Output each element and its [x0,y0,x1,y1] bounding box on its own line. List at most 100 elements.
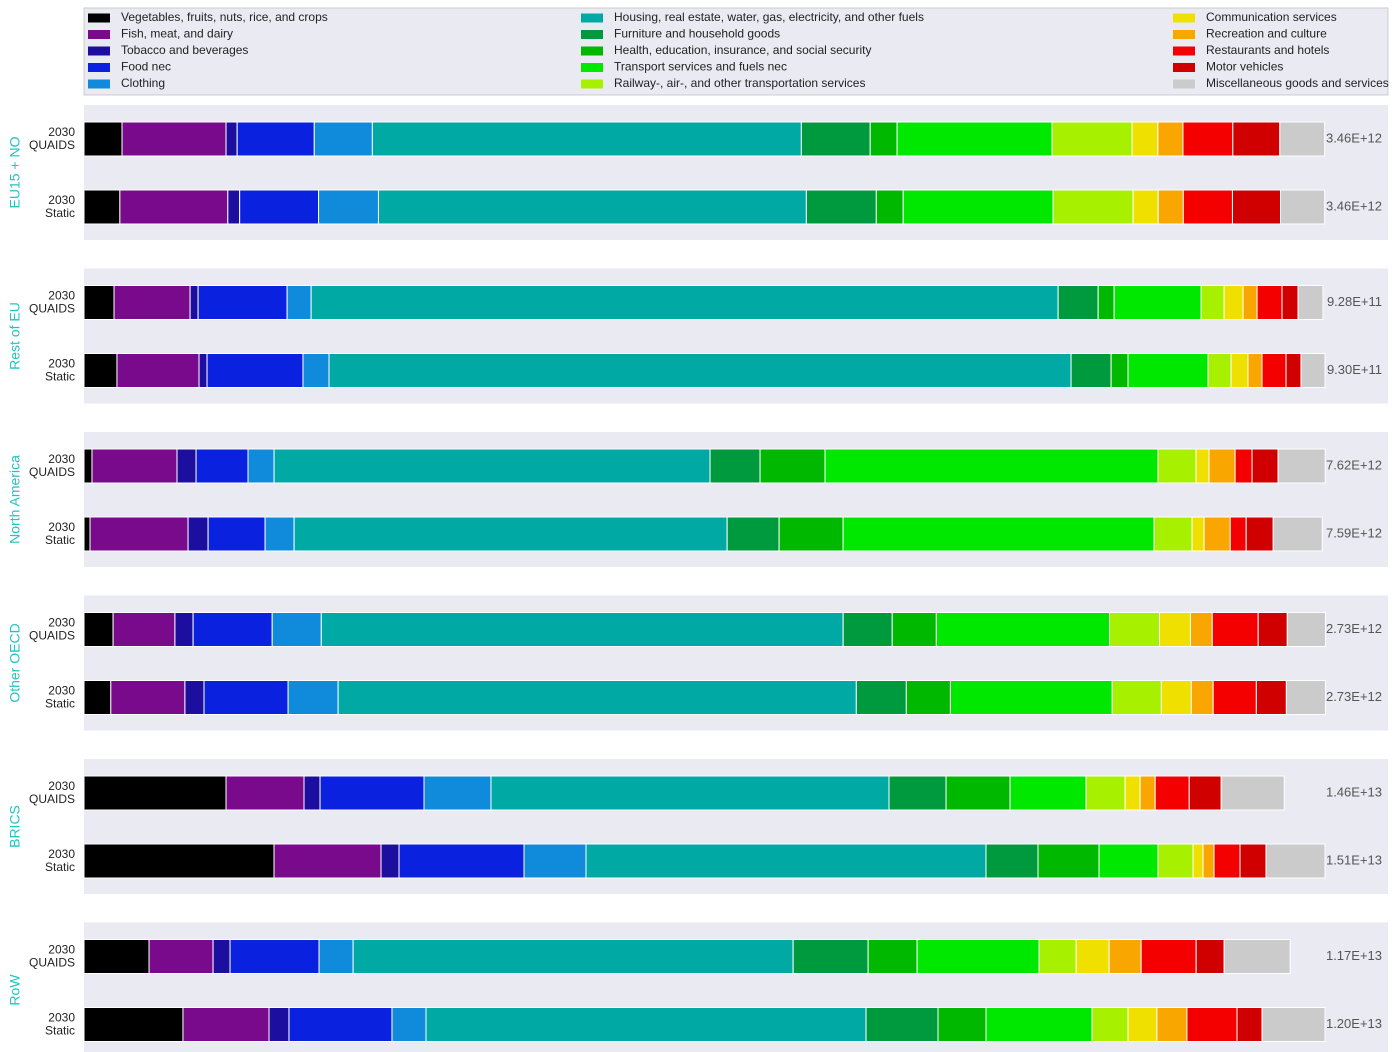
bar-segment [286,285,312,320]
legend-label: Fish, meat, and dairy [121,27,233,41]
bar-segment [1098,843,1159,879]
bar-segment [83,448,93,484]
bar-segment [184,680,205,715]
bar-segment [1132,189,1159,225]
bar-segment [293,516,728,552]
bar-segment [945,775,1011,811]
bar-year: 2030 [48,847,75,861]
bar-segment [229,939,320,974]
bar-segment [83,680,112,715]
bar-segment [1182,121,1234,157]
bar-year: 2030 [48,357,75,371]
bar-segment [206,353,304,388]
bar-segment [380,843,400,879]
legend-swatch [581,30,603,39]
bar-year: 2030 [48,779,75,793]
bar-segment [83,353,118,388]
bar-segment [320,612,844,647]
bar-segment [239,189,320,225]
bar-scenario: Static [45,533,75,547]
bar-segment [271,612,322,647]
bar-scenario: Static [45,1024,75,1038]
bar-segment [1070,353,1112,388]
bar-segment [302,353,330,388]
legend-label: Restaurants and hotels [1206,43,1329,57]
bar-segment [1052,189,1134,225]
bar-segment [377,189,807,225]
bar-year: 2030 [48,943,75,957]
bar-segment [83,843,275,879]
bar-segment [83,516,91,552]
bar-segment [1236,1007,1263,1042]
bar-segment [1140,939,1197,974]
bar-segment [1200,285,1225,320]
total-label: 1.20E+13 [1326,1016,1382,1031]
bar-segment [83,612,114,647]
total-label: 1.46E+13 [1326,784,1382,799]
bar-segment [1223,285,1244,320]
bar-segment [174,612,194,647]
bar-segment [1109,612,1161,647]
bar-scenario: QUAIDS [29,956,75,970]
legend-label: Miscellaneous goods and services [1206,76,1389,90]
bar-segment [91,448,178,484]
total-label: 7.62E+12 [1326,457,1382,472]
group-label: RoW [7,974,23,1006]
bar-segment [119,189,229,225]
bar-segment [1192,843,1204,879]
bar-segment [778,516,844,552]
total-label: 9.28E+11 [1327,294,1382,309]
bar-segment [1097,285,1115,320]
bar-segment [148,939,214,974]
legend-swatch [88,63,110,72]
bar-segment [1285,680,1326,715]
bar-segment [875,189,904,225]
legend-swatch [581,63,603,72]
bar-year: 2030 [48,193,75,207]
bar-segment [113,285,191,320]
bar-scenario: Static [45,370,75,384]
bar-segment [207,516,266,552]
bar-segment [423,775,492,811]
bar-segment [268,1007,290,1042]
bar-segment [1261,353,1287,388]
legend-label: Railway-, air-, and other transportation… [614,76,865,90]
bar-scenario: QUAIDS [29,792,75,806]
legend-swatch [1173,30,1195,39]
bar-segment [985,843,1039,879]
group-label: BRICS [7,805,23,848]
legend-label: Housing, real estate, water, gas, electr… [614,10,924,24]
bar-segment [89,516,189,552]
bar-segment [1220,775,1285,811]
bar-segment [824,448,1159,484]
bar-segment [1157,448,1197,484]
total-label: 7.59E+12 [1326,525,1382,540]
bar-segment [1037,843,1100,879]
bar-segment [1156,1007,1188,1042]
bar-segment [1211,612,1259,647]
legend-label: Tobacco and beverages [121,43,248,57]
bar-scenario: QUAIDS [29,629,75,643]
total-label: 3.46E+12 [1326,130,1382,145]
bar-segment [709,448,761,484]
bar-segment [1281,285,1299,320]
bar-segment [310,285,1059,320]
bar-segment [1239,843,1267,879]
bar-segment [1213,843,1241,879]
bar-segment [1157,189,1184,225]
bar-segment [225,775,305,811]
bar-segment [1085,775,1126,811]
bar-segment [867,939,918,974]
bar-segment [1189,612,1213,647]
bar-segment [425,1007,867,1042]
bar-segment [1157,121,1184,157]
bar-segment [949,680,1113,715]
bar-segment [1182,189,1233,225]
bar-segment [318,189,379,225]
bar-segment [176,448,197,484]
bar-scenario: Static [45,206,75,220]
bar-year: 2030 [48,616,75,630]
total-label: 2.73E+12 [1326,621,1382,636]
bar-segment [1131,121,1159,157]
bar-segment [800,121,871,157]
